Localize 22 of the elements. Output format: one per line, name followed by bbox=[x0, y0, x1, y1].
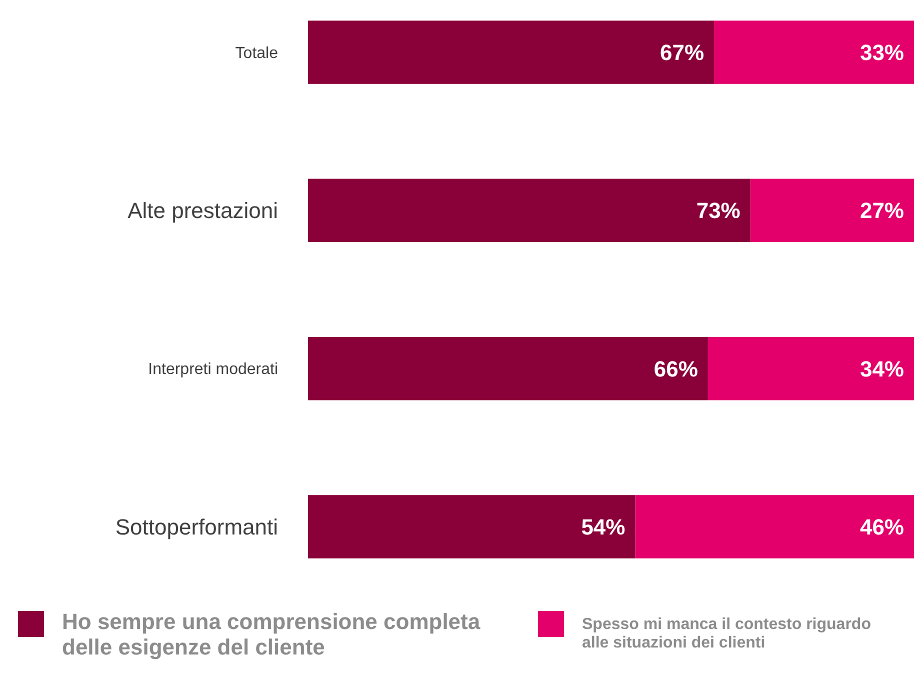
data-label: 54% bbox=[581, 514, 626, 540]
data-label: 66% bbox=[654, 356, 698, 382]
bar bbox=[308, 336, 708, 400]
bar bbox=[708, 336, 914, 400]
bar bbox=[308, 20, 714, 84]
y-tick-label: Sottoperformanti bbox=[115, 514, 278, 540]
y-tick-label: Totale bbox=[235, 44, 278, 62]
bar bbox=[308, 495, 636, 558]
bar bbox=[750, 178, 914, 242]
legend-label: Ho sempre una comprensione completa delle esigenze del cliente bbox=[62, 609, 481, 660]
data-label: 46% bbox=[860, 514, 904, 540]
data-label: 33% bbox=[860, 40, 904, 65]
data-label: 34% bbox=[860, 356, 904, 382]
legend-label: Spesso mi manca il contesto riguardo alle situazioni dei clienti bbox=[582, 616, 872, 652]
bar bbox=[635, 495, 914, 558]
data-label: 73% bbox=[696, 198, 740, 224]
y-tick-label: Alte prestazioni bbox=[128, 198, 278, 224]
y-tick-label: Interpreti moderati bbox=[148, 361, 278, 378]
bar bbox=[308, 178, 750, 242]
data-label: 27% bbox=[860, 198, 904, 224]
bar bbox=[714, 20, 914, 84]
data-label: 67% bbox=[660, 40, 704, 65]
